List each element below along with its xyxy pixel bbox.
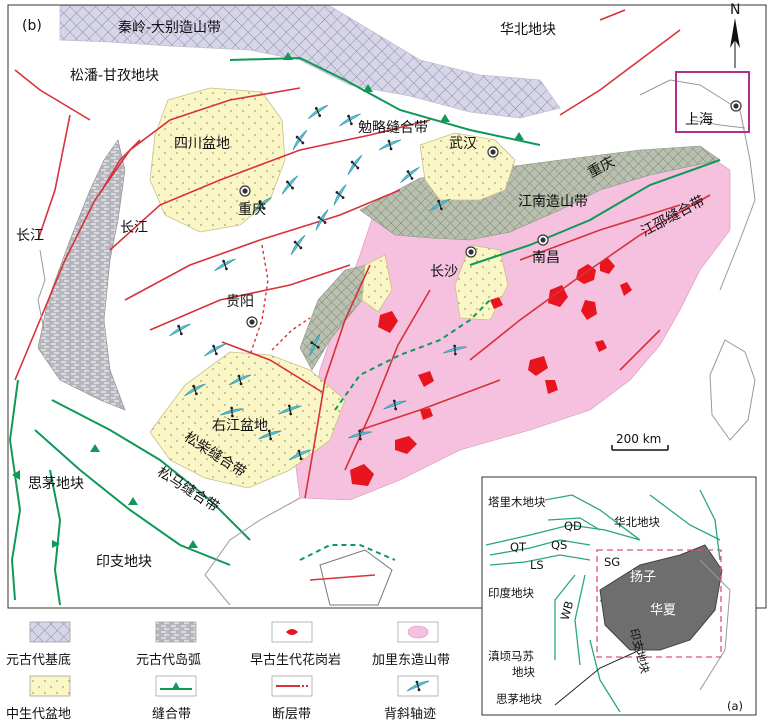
inset-label-qt: QT	[510, 540, 527, 554]
dashed-suture	[299, 299, 491, 561]
legend-item-island-arc: 元古代岛弧	[136, 621, 201, 668]
north-label: N	[730, 2, 740, 18]
label-yangtze-mid: 长江	[120, 220, 148, 236]
island-arc-belt	[37, 139, 126, 411]
label-sichuan-basin: 四川盆地	[174, 136, 230, 152]
legend-item-suture: 缝合带	[152, 675, 197, 722]
legend-label: 元古代基底	[6, 652, 71, 668]
sichuan-basin	[149, 87, 286, 233]
legend-item-precambrian-basement: 元古代基底	[6, 621, 71, 668]
label-mianlue-suture: 勉略缝合带	[358, 120, 428, 136]
legend-item-mesozoic-basin: 中生代盆地	[6, 675, 71, 722]
inset-label-wb: WB	[558, 599, 577, 621]
panel-label-main: (b)	[22, 18, 42, 34]
label-songpan-ganzi: 松潘-甘孜地块	[70, 68, 159, 84]
label-indochina-block: 印支地块	[96, 554, 152, 570]
label-yangtze-west: 长江	[16, 228, 44, 244]
scale-bar-label: 200 km	[616, 432, 661, 446]
small-basin	[361, 254, 393, 313]
legend-item-fault: 断层带	[271, 675, 313, 722]
inset-label-sibumasu-2: 地块	[512, 665, 535, 679]
legend: 元古代基底 元古代岛弧 早古生代花岗岩 加里东造山带 中生代盆地 缝合带	[6, 621, 450, 722]
label-shanghai: 上海	[685, 112, 713, 128]
legend-item-caledonian-orogen: 加里东造山带	[372, 621, 450, 668]
inset-label-sibumasu-1: 滇顷马苏	[488, 649, 534, 663]
inset-label-qd: QD	[564, 519, 582, 533]
inset-label-qs: QS	[551, 538, 567, 552]
granite-bodies	[350, 258, 632, 486]
label-wuhan: 武汉	[449, 136, 477, 152]
label-qinling-dabie: 秦岭-大别造山带	[118, 20, 221, 36]
label-changsha: 长沙	[430, 264, 458, 280]
legend-label: 加里东造山带	[372, 653, 450, 668]
legend-item-granite: 早古生代花岗岩	[250, 621, 341, 668]
jiangnan-orogen	[359, 145, 721, 241]
fault-lines	[14, 9, 711, 581]
inset-label-sg: SG	[604, 555, 620, 569]
legend-label: 缝合带	[152, 707, 191, 722]
dashed-faults	[249, 244, 311, 356]
inset-label-simao: 思茅地块	[496, 692, 542, 706]
inset-label-tarim: 塔里木地块	[488, 495, 546, 509]
inset-label-india: 印度地块	[488, 586, 534, 600]
city-markers	[239, 100, 742, 328]
label-nanchang: 南昌	[532, 250, 560, 266]
label-jiangnan-orogen: 江南造山带	[518, 194, 588, 210]
shanghai-highlight-box	[675, 71, 750, 133]
hainan-island	[319, 549, 393, 606]
inset-map	[481, 476, 757, 716]
inset-label-north-china: 华北地块	[614, 515, 660, 529]
inset-label-yangtze: 扬子	[630, 570, 656, 585]
north-arrow-icon: N	[730, 2, 740, 68]
label-guiyang: 贵阳	[226, 294, 254, 310]
legend-label: 中生代盆地	[6, 707, 71, 722]
label-chongqing: 重庆	[238, 202, 266, 218]
legend-label: 元古代岛弧	[136, 652, 201, 668]
inset-label-ls: LS	[530, 558, 544, 572]
suture-teeth	[12, 52, 524, 548]
label-simao-block: 思茅地块	[28, 476, 84, 492]
scale-bar: 200 km	[611, 432, 669, 451]
legend-label: 背斜轴迹	[384, 707, 436, 722]
legend-item-anticline: 背斜轴迹	[384, 675, 439, 722]
label-north-china-block: 华北地块	[500, 22, 556, 38]
legend-label: 断层带	[272, 707, 311, 722]
inset-label-south-china: 华夏	[650, 603, 676, 618]
legend-label: 早古生代花岗岩	[250, 652, 341, 668]
label-youjiang-basin: 右江盆地	[212, 418, 268, 434]
panel-label-inset: (a)	[727, 699, 743, 713]
